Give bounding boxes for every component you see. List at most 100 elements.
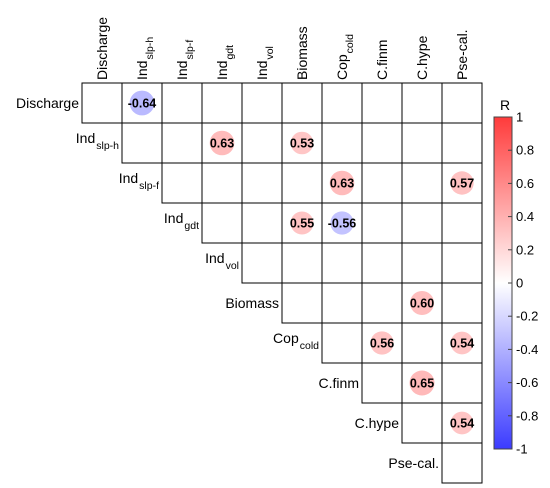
grid-cell [361, 122, 403, 164]
correlation-circle [290, 131, 314, 155]
grid-cell [361, 362, 403, 404]
colorbar-tick-label: -0.8 [516, 408, 538, 423]
correlation-circle [209, 130, 235, 156]
grid-cell [281, 282, 323, 324]
row-label-pse-cal: Pse-cal. [388, 455, 439, 471]
correlation-value: 0.54 [450, 337, 474, 351]
grid-cell [281, 162, 323, 204]
row-label-c-hype: C.hype [355, 415, 400, 431]
grid-cell [241, 202, 283, 244]
grid-cell [361, 162, 403, 204]
grid-cell [361, 202, 403, 244]
grid-cell [201, 82, 243, 124]
column-label-c-finm: C.finm [374, 40, 390, 80]
grid-cell [441, 362, 483, 404]
grid-cell [81, 82, 123, 124]
grid-cell [161, 162, 203, 204]
correlation-circle [330, 211, 354, 235]
correlation-circle [129, 90, 155, 116]
row-label-cop-cold: Copcold [273, 330, 319, 352]
grid-cell [401, 402, 443, 444]
grid-cell [441, 202, 483, 244]
row-label-c-finm: C.finm [319, 375, 359, 391]
row-label-discharge: Discharge [16, 95, 79, 111]
colorbar-tick-label: -1 [516, 442, 528, 457]
grid-cell [161, 122, 203, 164]
column-label-ind-slp-h: Indslp-h [134, 37, 156, 80]
grid-cell [281, 82, 323, 124]
grid-cell [241, 122, 283, 164]
grid-cell [321, 322, 363, 364]
colorbar-tick-label: -0.6 [516, 375, 538, 390]
grid-cell [401, 322, 443, 364]
colorbar-tick-label: 0.2 [516, 242, 534, 257]
grid-cell [201, 202, 243, 244]
row-label-ind-slp-f: Indslp-f [119, 170, 159, 192]
row-label-ind-slp-h: Indslp-h [76, 130, 119, 152]
heatmap-grid [81, 82, 483, 484]
correlation-circle [409, 370, 435, 396]
grid-cell [241, 162, 283, 204]
correlation-circle [450, 171, 474, 195]
column-label-ind-gdt: Indgdt [214, 45, 236, 80]
row-label-ind-vol: Indvol [205, 250, 239, 272]
correlation-value: 0.56 [370, 337, 394, 351]
correlation-value: 0.57 [450, 177, 474, 191]
column-label-ind-slp-f: Indslp-f [174, 40, 196, 80]
grid-cell [321, 122, 363, 164]
colorbar: R 1 0.8 0.6 0.4 0.2 0 -0.2 -0.4 -0.6 -0.8 -1 [493, 97, 538, 457]
row-label-biomass: Biomass [225, 295, 279, 311]
grid-cell [241, 82, 283, 124]
correlation-value: 0.63 [330, 177, 354, 191]
grid-cell [321, 82, 363, 124]
correlation-value: -0.56 [328, 217, 357, 231]
colorbar-ticks: 1 0.8 0.6 0.4 0.2 0 -0.2 -0.4 -0.6 -0.8 -1 [508, 110, 538, 457]
correlation-value: 0.65 [410, 377, 434, 391]
grid-cell [321, 242, 363, 284]
column-label-discharge: Discharge [94, 17, 110, 80]
grid-cell [441, 242, 483, 284]
colorbar-tick-label: 1 [516, 110, 523, 125]
colorbar-tick-label: -0.2 [516, 309, 538, 324]
column-label-pse-cal: Pse-cal. [454, 29, 470, 80]
grid-cell [441, 82, 483, 124]
grid-cell [401, 202, 443, 244]
correlation-circle [410, 291, 434, 315]
column-label-cop-cold: Copcold [334, 34, 356, 80]
correlation-circle [450, 331, 474, 355]
column-label-biomass: Biomass [294, 26, 310, 80]
correlation-circle [450, 411, 474, 435]
grid-cell [241, 242, 283, 284]
grid-cell [401, 282, 443, 324]
correlation-circle [370, 331, 394, 355]
grid-cell [441, 282, 483, 324]
grid-cell [401, 82, 443, 124]
grid-cell [361, 282, 403, 324]
grid-cell [121, 122, 163, 164]
colorbar-tick-label: -0.4 [516, 342, 538, 357]
colorbar-title: R [500, 97, 510, 113]
colorbar-tick-label: 0.6 [516, 176, 534, 191]
correlation-circle [290, 211, 314, 235]
correlation-value: 0.60 [410, 297, 434, 311]
column-label-ind-vol: Indvol [254, 46, 276, 80]
grid-cell [161, 82, 203, 124]
grid-cell [441, 122, 483, 164]
correlation-circles: -0.64 0.63 0.53 0.63 0.57 0.55 -0.56 0.60 0.56 0.… [128, 90, 474, 435]
correlation-value: -0.64 [128, 97, 157, 111]
grid-cell [401, 122, 443, 164]
grid-cell [401, 242, 443, 284]
grid-cell [361, 242, 403, 284]
grid-cell [401, 162, 443, 204]
grid-cell [321, 282, 363, 324]
grid-cell [201, 162, 243, 204]
grid-cell [361, 82, 403, 124]
correlation-value: 0.53 [290, 137, 314, 151]
colorbar-tick-label: 0 [516, 276, 523, 291]
correlation-value: 0.55 [290, 217, 314, 231]
correlation-value: 0.63 [210, 137, 234, 151]
correlation-value: 0.54 [450, 417, 474, 431]
variable-labels: DischargeIndslp-hIndslp-fIndgdtIndvolBio… [16, 17, 470, 471]
row-label-ind-gdt: Indgdt [164, 210, 199, 232]
column-label-c-hype: C.hype [414, 35, 430, 80]
